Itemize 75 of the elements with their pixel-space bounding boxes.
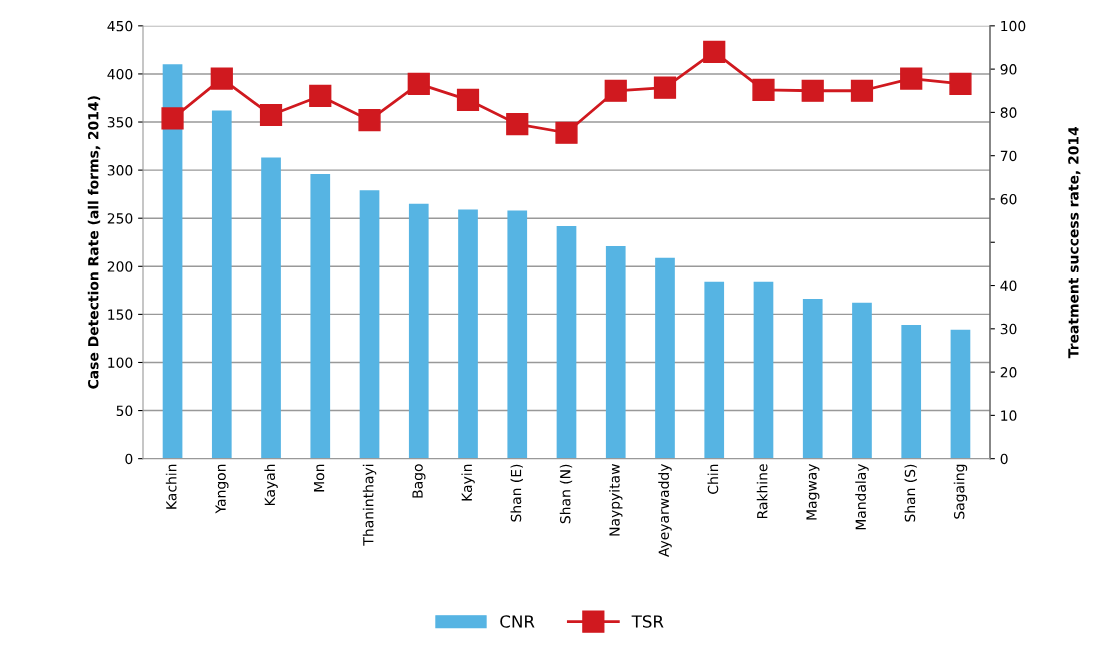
y2-tick-label: 80 — [1000, 107, 1017, 118]
y2-tick-label: 100 — [1001, 20, 1026, 32]
y-tick-label: 0 — [125, 453, 133, 465]
bar — [359, 190, 380, 459]
point — [604, 79, 627, 102]
y-tick-label: 150 — [108, 309, 133, 320]
y-tick-label: 50 — [116, 405, 133, 417]
bar — [408, 203, 429, 459]
point — [752, 78, 775, 102]
y-tick-label: 350 — [107, 116, 133, 128]
x-tick-label: Kayah — [264, 464, 278, 506]
y-tick-label: 450 — [107, 20, 133, 32]
y2-tick-label: 0 — [1000, 453, 1008, 465]
legend-label: CNR — [500, 615, 535, 628]
x-tick-label: Ayeyarwaddy — [658, 463, 672, 557]
legend-label: TSR — [631, 615, 664, 628]
x-tick-label: Magway — [806, 463, 820, 520]
point — [850, 79, 874, 102]
bar — [704, 281, 725, 459]
point — [161, 107, 184, 130]
x-tick-label: Rakhine — [756, 464, 768, 519]
y2-axis-title: Treatment success rate, 2014 — [1068, 126, 1081, 359]
y2-tick-label: 70 — [1000, 150, 1017, 162]
point — [703, 40, 726, 63]
bar — [901, 324, 922, 459]
x-tick-label: Mandalay — [855, 463, 869, 530]
point — [949, 72, 972, 95]
point — [407, 72, 430, 95]
bar — [261, 157, 281, 459]
x-tick-label: Shan (E) — [510, 464, 523, 522]
bar — [162, 64, 183, 459]
y2-tick-label: 90 — [1000, 64, 1017, 75]
x-tick-label: Naypyitaw — [609, 464, 623, 536]
y-tick-label: 200 — [107, 261, 133, 272]
bar — [950, 329, 971, 459]
x-tick-label: Bago — [412, 464, 426, 498]
y2-tick-label: 40 — [1000, 280, 1017, 292]
x-tick-label: Shan (N) — [559, 464, 573, 524]
y-axis-title: Case Detection Rate (all forms, 2014) — [87, 96, 101, 389]
bar — [211, 110, 232, 459]
bar — [753, 281, 774, 459]
bar — [507, 210, 528, 459]
point — [210, 67, 233, 90]
x-tick-label: Kayin — [461, 464, 475, 501]
point — [259, 103, 283, 127]
bar — [458, 209, 478, 459]
x-tick-label: Thaninthayi — [362, 464, 377, 546]
y2-tick-label: 60 — [1000, 193, 1017, 205]
y-tick-label: 300 — [107, 165, 133, 176]
bar — [655, 257, 675, 459]
bar — [852, 302, 872, 459]
x-tick-label: Yangon — [215, 464, 229, 514]
y2-tick-label: 10 — [1001, 410, 1017, 421]
y-tick-label: 400 — [107, 68, 133, 80]
y-tick-label: 100 — [108, 357, 133, 368]
x-tick-label: Chin — [707, 464, 719, 494]
bar — [605, 246, 626, 459]
point — [653, 76, 677, 99]
point — [358, 109, 381, 132]
point — [801, 79, 824, 102]
bar — [802, 299, 823, 459]
bar — [556, 225, 577, 459]
x-tick-label: Shan (S) — [904, 464, 917, 522]
x-tick-label: Mon — [313, 464, 325, 492]
x-tick-label: Sagaing — [953, 464, 968, 519]
y2-tick-label: 30 — [1000, 323, 1017, 335]
point — [900, 67, 923, 90]
point — [456, 88, 480, 111]
y-tick-label: 250 — [107, 213, 133, 224]
x-tick-label: Kachin — [165, 464, 177, 509]
bar — [310, 173, 331, 459]
y2-tick-label: 20 — [1000, 367, 1017, 378]
point — [506, 112, 529, 136]
point — [309, 84, 332, 108]
point — [555, 121, 578, 144]
